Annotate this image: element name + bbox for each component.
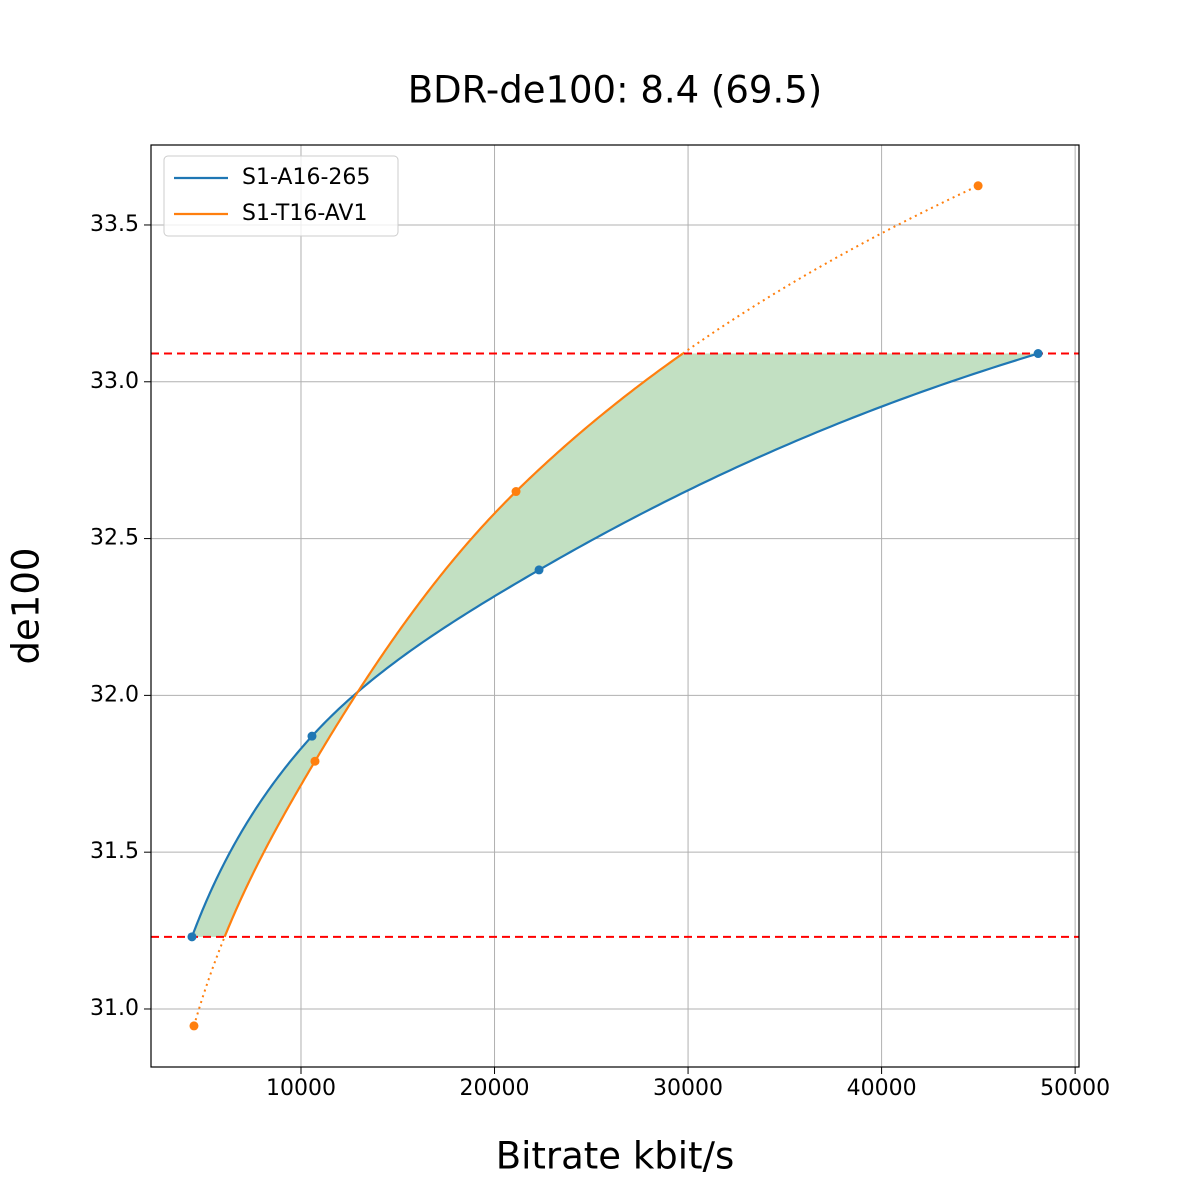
y-tick-label: 33.5 xyxy=(90,212,139,237)
difference-area xyxy=(191,353,1039,937)
y-tick-label: 31.0 xyxy=(90,996,139,1021)
y-tick-label: 31.5 xyxy=(90,839,139,864)
y-axis-label: de100 xyxy=(5,548,48,665)
data-point xyxy=(307,731,317,741)
y-tick-label: 32.5 xyxy=(90,526,139,551)
plot-frame xyxy=(150,144,1080,1068)
x-tick-label: 40000 xyxy=(847,1076,917,1101)
data-point xyxy=(973,181,983,191)
data-point xyxy=(310,756,320,766)
extrapolated-curve xyxy=(682,184,979,355)
x-axis-label: Bitrate kbit/s xyxy=(496,1135,735,1178)
legend-label: S1-A16-265 xyxy=(242,165,370,190)
x-tick-label: 30000 xyxy=(653,1076,723,1101)
chart-title: BDR-de100: 8.4 (69.5) xyxy=(408,69,822,112)
fit-curve xyxy=(190,352,1039,938)
legend-box xyxy=(163,155,399,237)
fit-curve xyxy=(223,352,684,938)
y-tick-label: 33.0 xyxy=(90,369,139,394)
legend-label: S1-T16-AV1 xyxy=(242,201,367,226)
extrapolated-curve xyxy=(192,936,226,1027)
y-tick-label: 32.0 xyxy=(90,682,139,707)
x-tick-label: 50000 xyxy=(1040,1076,1110,1101)
data-point xyxy=(534,565,544,575)
data-point xyxy=(187,932,197,942)
data-point xyxy=(1033,349,1043,359)
x-tick-label: 20000 xyxy=(460,1076,530,1101)
data-point xyxy=(511,487,521,497)
data-point xyxy=(189,1021,199,1031)
x-tick-label: 10000 xyxy=(266,1076,336,1101)
